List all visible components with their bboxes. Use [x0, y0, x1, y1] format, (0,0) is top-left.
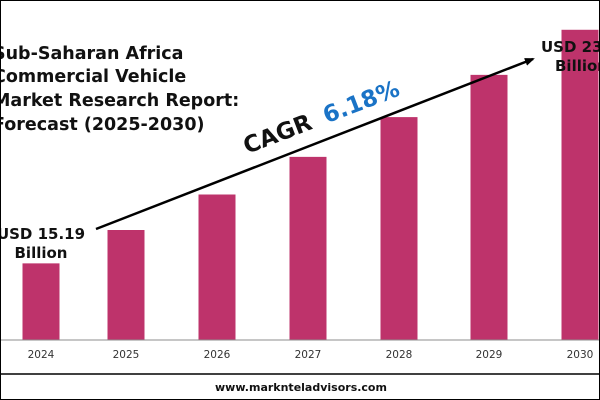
chart-title-line-3: Market Research Report:: [1, 91, 239, 111]
start-value-unit: Billion: [15, 244, 68, 262]
end-value-unit: Billion: [555, 57, 600, 75]
chart-title-line-2: Commercial Vehicle: [1, 67, 186, 87]
bar-2028: [380, 117, 418, 340]
x-tick-label-2028: 2028: [386, 349, 413, 361]
bars-group: [22, 29, 599, 341]
x-tick-label-2024: 2024: [28, 349, 55, 361]
start-value-label: USD 15.19: [1, 225, 85, 243]
chart-title-line-1: Sub-Saharan Africa: [1, 44, 184, 64]
cagr-label: CAGR: [240, 110, 316, 160]
x-tick-label-2029: 2029: [476, 349, 503, 361]
x-tick-label-2030: 2030: [567, 349, 594, 361]
bar-2029: [470, 74, 508, 341]
bar-2026: [198, 194, 236, 340]
x-tick-label-2026: 2026: [204, 349, 231, 361]
bar-2030: [561, 29, 599, 341]
x-tick-label-2027: 2027: [295, 349, 322, 361]
trend-arrow: [95, 57, 535, 231]
x-tick-label-2025: 2025: [113, 349, 140, 361]
bar-2025: [107, 230, 145, 340]
x-axis-ticks: 2024 2025 2026 2027 2028 2029 2030: [28, 349, 594, 361]
footer-website: www.marknteladvisors.com: [215, 381, 387, 394]
chart-title-line-4: Forecast (2025-2030): [1, 115, 205, 135]
bar-2027: [289, 156, 327, 340]
end-value-label: USD 23.: [541, 38, 600, 56]
bar-2024: [22, 263, 60, 340]
